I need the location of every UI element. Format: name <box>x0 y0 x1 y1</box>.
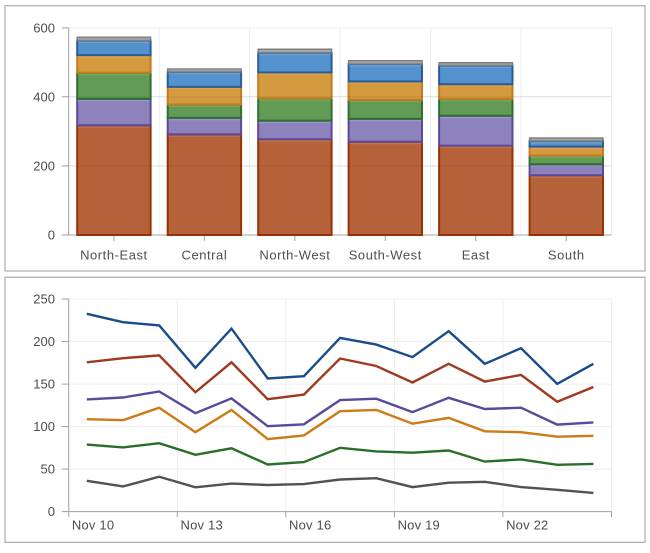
svg-text:East: East <box>462 247 490 262</box>
svg-text:0: 0 <box>48 504 55 519</box>
svg-text:Central: Central <box>182 247 228 262</box>
svg-text:150: 150 <box>33 377 55 392</box>
svg-text:0: 0 <box>48 228 55 243</box>
svg-text:Nov 16: Nov 16 <box>289 518 331 533</box>
svg-text:South-West: South-West <box>349 247 422 262</box>
svg-text:Nov 22: Nov 22 <box>506 518 548 533</box>
svg-text:North-East: North-East <box>80 247 148 262</box>
svg-text:Nov 10: Nov 10 <box>72 518 114 533</box>
svg-text:North-West: North-West <box>259 247 330 262</box>
svg-text:600: 600 <box>33 21 55 36</box>
svg-text:250: 250 <box>33 292 55 307</box>
svg-text:Nov 19: Nov 19 <box>398 518 440 533</box>
svg-text:100: 100 <box>33 419 55 434</box>
svg-text:200: 200 <box>33 334 55 349</box>
svg-text:50: 50 <box>41 462 55 477</box>
svg-text:South: South <box>548 247 585 262</box>
svg-text:Nov 13: Nov 13 <box>181 518 223 533</box>
svg-text:200: 200 <box>33 159 55 174</box>
svg-text:400: 400 <box>33 89 55 104</box>
